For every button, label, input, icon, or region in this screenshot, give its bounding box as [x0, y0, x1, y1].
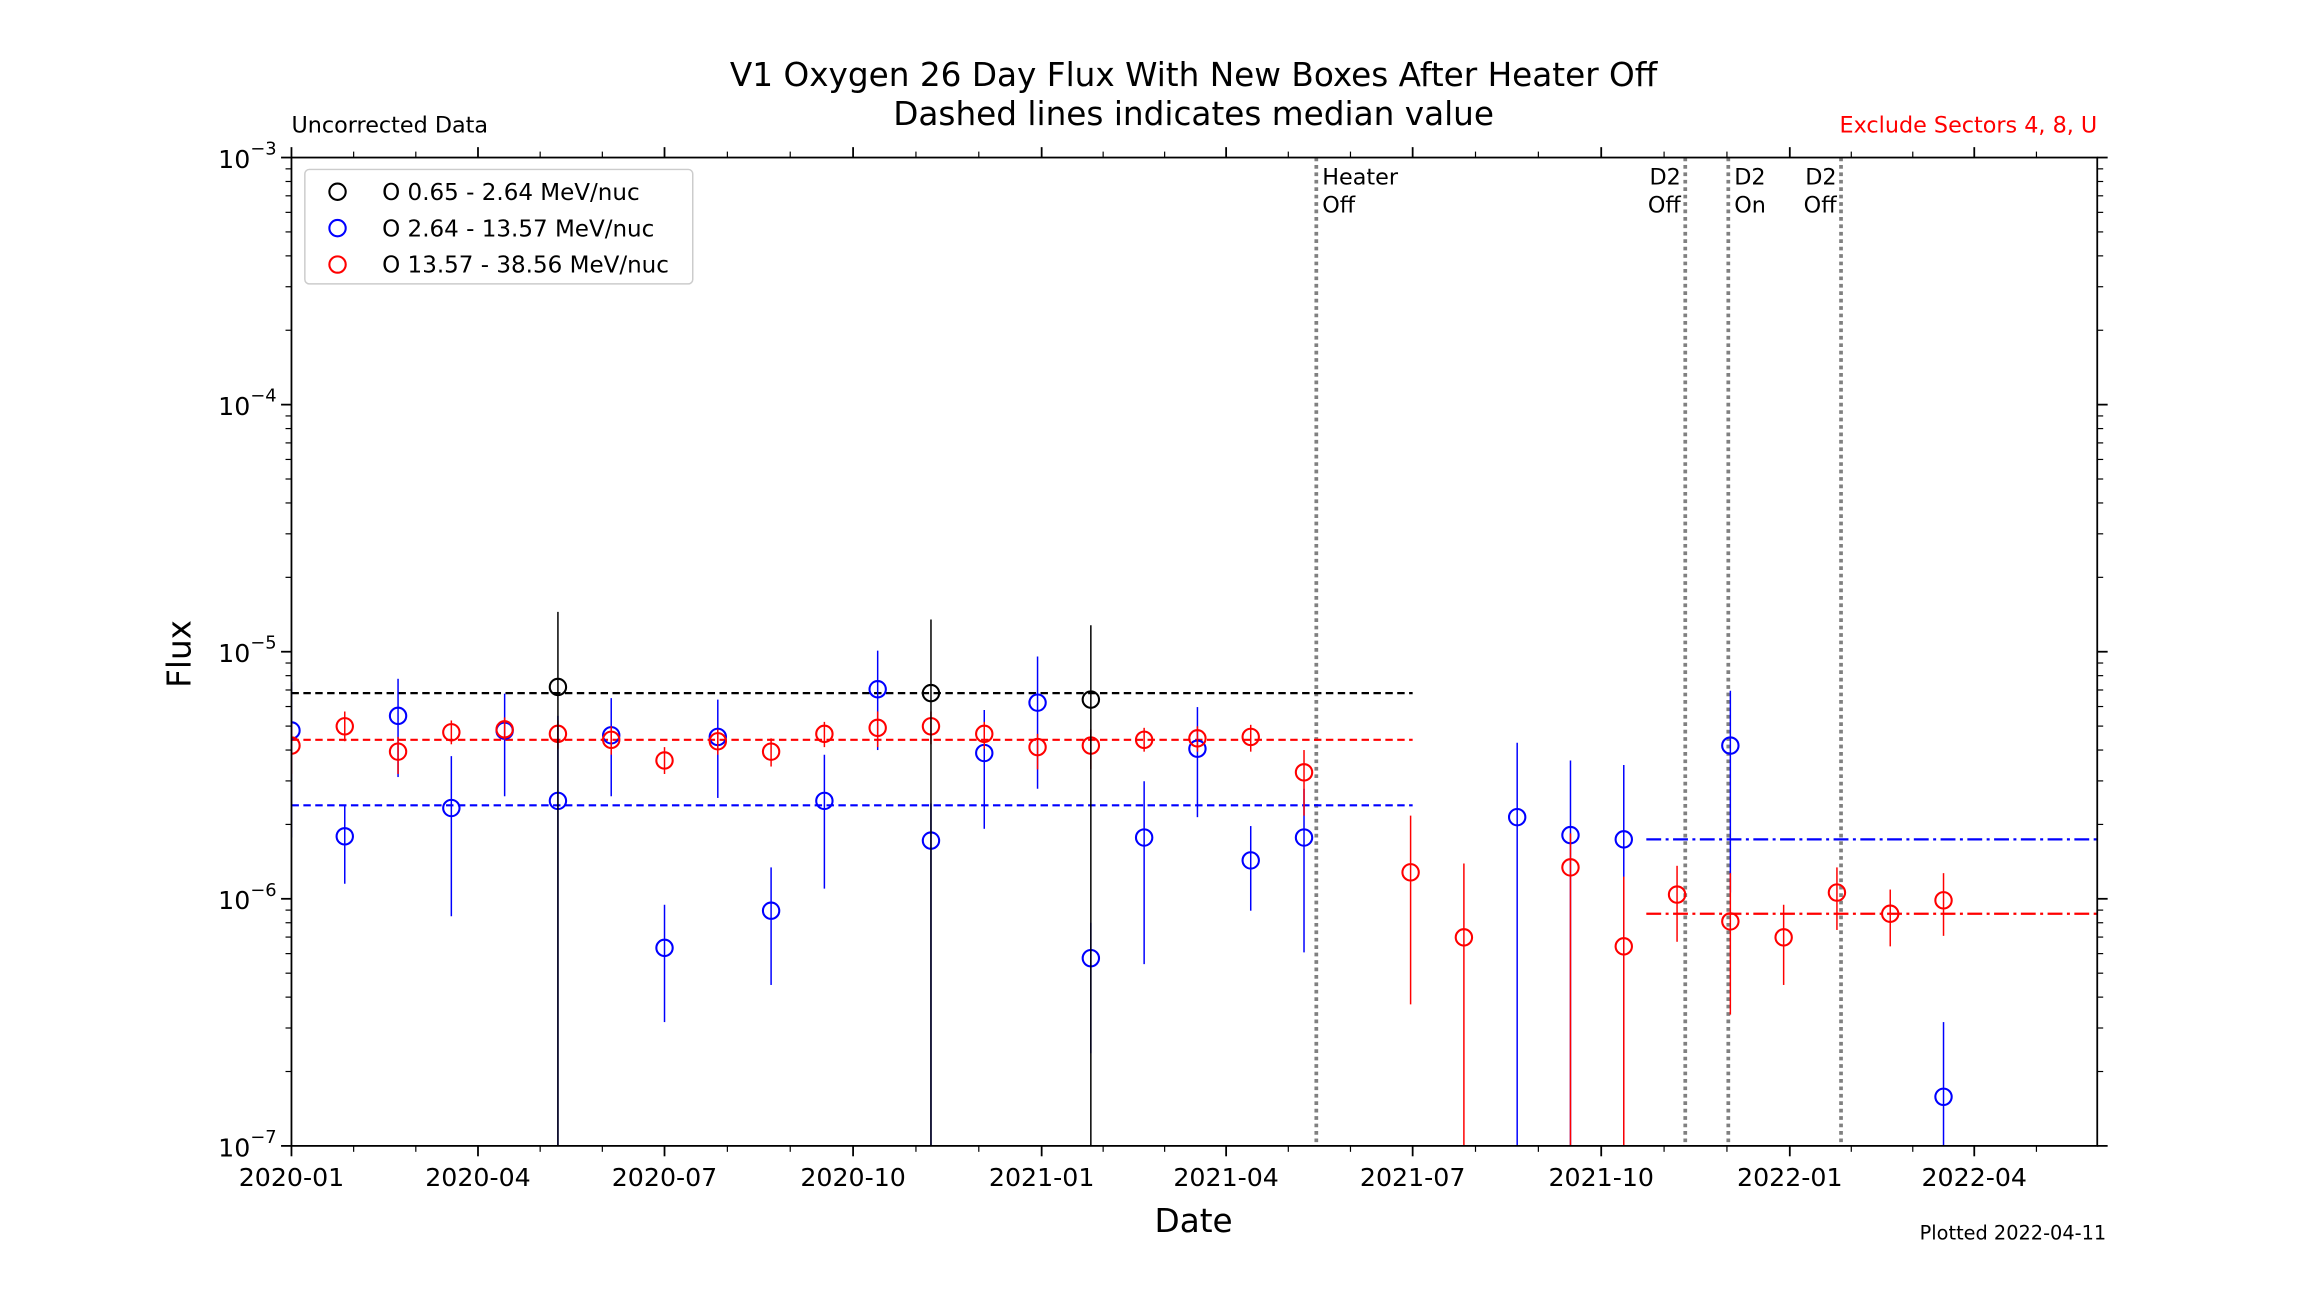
data-point: [442, 798, 461, 818]
axes-frame: [290, 156, 2099, 1147]
data-point: [761, 901, 781, 920]
data-point: [1614, 937, 1633, 956]
event-label-line1: Heater: [1322, 164, 1399, 190]
event-label-line2: Off: [1648, 193, 1682, 219]
data-point: [1134, 828, 1154, 847]
data-point: [335, 827, 354, 846]
x-tick-label: 2021-10: [1548, 1163, 1654, 1192]
legend-label: O 2.64 - 13.57 MeV/nuc: [382, 216, 654, 242]
data-point: [1081, 690, 1101, 709]
data-point: [1721, 912, 1740, 931]
event-label-line2: On: [1734, 193, 1766, 219]
data-point: [815, 791, 834, 811]
data-point: [868, 718, 887, 738]
data-point: [602, 730, 621, 750]
y-tick-exponent: −4: [250, 386, 276, 407]
y-tick-base: 10: [218, 145, 250, 174]
data-point: [1134, 730, 1154, 750]
plot-area: [291, 157, 2098, 1146]
y-tick-label: 10−7: [218, 1127, 276, 1162]
x-tick-label: 2021-07: [1360, 1163, 1466, 1192]
x-tick-label: 2020-01: [239, 1163, 345, 1192]
x-tick-label: 2021-04: [1173, 1163, 1279, 1192]
event-label-line1: D2: [1734, 164, 1765, 190]
y-tick-exponent: −5: [250, 633, 276, 654]
y-tick-base: 10: [218, 1133, 250, 1162]
event-label-line1: D2: [1805, 164, 1836, 190]
legend-marker: [328, 255, 347, 274]
data-point: [1401, 863, 1420, 882]
data-point: [1241, 727, 1260, 747]
data-point: [1934, 1087, 1953, 1107]
y-tick-label: 10−6: [218, 880, 276, 915]
y-tick-exponent: −6: [250, 880, 276, 901]
data-point: [1028, 737, 1047, 757]
x-tick-label: 2020-10: [800, 1163, 906, 1192]
data-point: [868, 680, 887, 699]
chart-title: V1 Oxygen 26 Day Flux With New Boxes Aft…: [730, 56, 1659, 94]
data-point: [708, 732, 728, 751]
x-tick-label: 2022-01: [1737, 1163, 1843, 1192]
x-tick-label: 2020-07: [612, 1163, 718, 1192]
x-axis-label: Date: [1155, 1202, 1233, 1240]
data-point: [1294, 828, 1314, 847]
legend-marker: [328, 182, 347, 201]
data-point: [1827, 883, 1847, 902]
uncorrected-note: Uncorrected Data: [291, 112, 488, 138]
legend-label: O 0.65 - 2.64 MeV/nuc: [382, 180, 640, 206]
legend-box: [304, 168, 694, 285]
event-label-line2: Off: [1322, 193, 1356, 219]
x-tick-label: 2021-01: [989, 1163, 1095, 1192]
data-point: [291, 721, 301, 740]
exclude-sectors-note: Exclude Sectors 4, 8, U: [1840, 112, 2098, 138]
y-tick-exponent: −7: [250, 1127, 276, 1148]
data-point: [975, 724, 994, 744]
data-point: [442, 723, 461, 742]
data-point: [291, 736, 301, 755]
data-point: [655, 751, 674, 770]
y-tick-base: 10: [218, 886, 250, 915]
data-point: [1614, 830, 1633, 849]
data-point: [1454, 928, 1474, 947]
data-point: [1507, 807, 1527, 827]
y-tick-label: 10−5: [218, 633, 276, 668]
legend-marker: [328, 218, 347, 238]
plotted-date-note: Plotted 2022-04-11: [1920, 1222, 2107, 1245]
chart-subtitle: Dashed lines indicates median value: [893, 95, 1494, 133]
y-axis-label: Flux: [160, 620, 198, 688]
event-label-line2: Off: [1804, 193, 1838, 219]
data-point: [548, 677, 568, 697]
x-tick-label: 2020-04: [425, 1163, 531, 1192]
data-point: [388, 742, 408, 761]
y-tick-exponent: −3: [250, 139, 276, 160]
data-point: [388, 706, 408, 726]
y-tick-base: 10: [218, 639, 250, 668]
x-tick-label: 2022-04: [1922, 1163, 2028, 1192]
data-point: [1934, 891, 1953, 910]
legend-label: O 13.57 - 38.56 MeV/nuc: [382, 253, 669, 279]
data-point: [761, 742, 781, 761]
event-label-line1: D2: [1649, 164, 1680, 190]
data-point: [1721, 736, 1740, 755]
data-point: [1028, 693, 1047, 712]
data-point: [1667, 885, 1687, 904]
data-point: [1774, 928, 1793, 947]
y-tick-label: 10−3: [218, 139, 276, 174]
data-point: [335, 717, 354, 736]
data-point: [815, 724, 834, 744]
legend: O 0.65 - 2.64 MeV/nuc O 2.64 - 13.57 MeV/…: [304, 168, 694, 285]
y-tick-base: 10: [218, 392, 250, 421]
y-tick-label: 10−4: [218, 386, 276, 421]
data-point: [495, 720, 514, 739]
data-point: [655, 938, 674, 958]
data-point: [1241, 851, 1260, 870]
data-point: [1561, 858, 1580, 877]
data-point: [1881, 904, 1900, 923]
data-point: [921, 683, 941, 703]
data-point: [1294, 763, 1314, 782]
data-point: [1188, 729, 1207, 748]
